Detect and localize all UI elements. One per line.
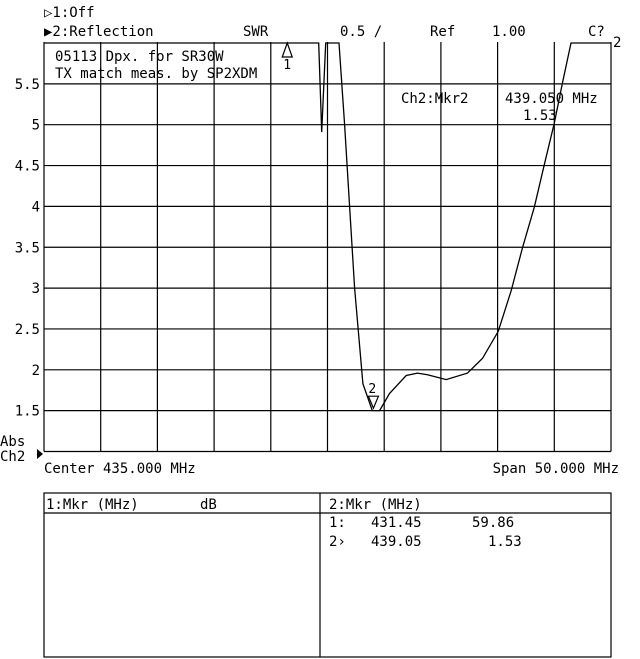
y-tick-label: 3 bbox=[32, 281, 40, 297]
y-tick-label: 5 bbox=[32, 118, 40, 134]
marker-1-label: 1 bbox=[283, 58, 291, 73]
table-row-1-id: 1: bbox=[329, 515, 346, 531]
cal-status: C? bbox=[588, 24, 605, 40]
marker-2-active-icon bbox=[367, 395, 380, 410]
y-tick-label: 4 bbox=[32, 199, 40, 215]
table-row-1-freq: 431.45 bbox=[371, 515, 422, 531]
reference-pointer-icon bbox=[37, 449, 43, 459]
y-tick-labels: 1.5 2 2.5 3 3.5 4 4.5 5 5.5 bbox=[15, 77, 40, 420]
annotation-line1: 05113 Dpx. for SR30W bbox=[55, 49, 224, 65]
abs-label: Abs bbox=[0, 434, 25, 450]
channel2-status: ▶2:Reflection bbox=[44, 24, 154, 40]
channel1-status: ▷1:Off bbox=[44, 5, 95, 21]
marker-readout-label: Ch2:Mkr2 bbox=[401, 91, 468, 107]
y-tick-label: 4.5 bbox=[15, 159, 40, 175]
left-table-header: 1:Mkr (MHz) bbox=[46, 497, 139, 513]
table-row-2-freq: 439.05 bbox=[371, 534, 422, 550]
ref-value: 1.00 bbox=[492, 24, 526, 40]
table-row-1-value: 59.86 bbox=[472, 515, 514, 531]
marker-readout-value: 1.53 bbox=[523, 108, 557, 124]
swr-trace bbox=[44, 42, 611, 412]
right-table-header: 2:Mkr (MHz) bbox=[329, 497, 422, 513]
channel-subscript: 2 bbox=[613, 35, 621, 51]
y-tick-label: 3.5 bbox=[15, 240, 40, 256]
marker-2-label: 2 bbox=[368, 382, 376, 397]
plot-grid bbox=[43, 42, 612, 453]
marker-readout-freq: 439.050 MHz bbox=[505, 91, 598, 107]
channel-label: Ch2 bbox=[0, 449, 25, 465]
left-table-unit: dB bbox=[200, 497, 217, 513]
annotation-line2: TX match meas. by SP2XDM bbox=[55, 66, 257, 82]
span-frequency: Span 50.000 MHz bbox=[493, 461, 619, 477]
marker-table-frame bbox=[43, 492, 612, 658]
y-tick-label: 1.5 bbox=[15, 404, 40, 420]
marker-table: 1:Mkr (MHz) dB 2:Mkr (MHz) 1: 431.45 59.… bbox=[43, 492, 612, 658]
table-row-2-id: 2› bbox=[329, 534, 346, 550]
ref-label: Ref bbox=[430, 24, 455, 40]
table-row-2-value: 1.53 bbox=[488, 534, 522, 550]
markers: 12 bbox=[281, 41, 380, 410]
y-tick-label: 2.5 bbox=[15, 322, 40, 338]
scale-label: 0.5 / bbox=[340, 24, 382, 40]
y-tick-label: 5.5 bbox=[15, 77, 40, 93]
y-tick-label: 2 bbox=[32, 363, 40, 379]
format-label: SWR bbox=[243, 24, 269, 40]
marker-1-delta-icon bbox=[281, 41, 294, 58]
center-frequency: Center 435.000 MHz bbox=[44, 461, 196, 477]
